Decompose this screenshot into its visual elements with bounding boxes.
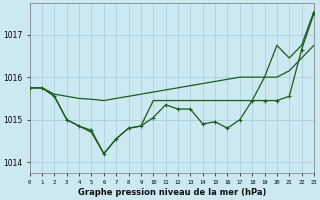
X-axis label: Graphe pression niveau de la mer (hPa): Graphe pression niveau de la mer (hPa) (78, 188, 266, 197)
